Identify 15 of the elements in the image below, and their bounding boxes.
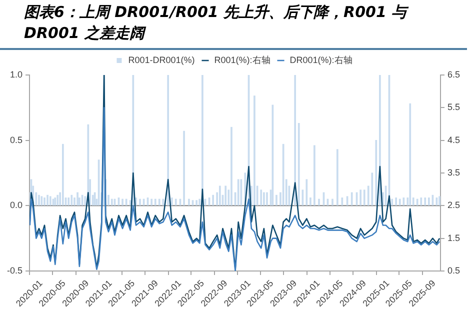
y2-tick-label: 4.5 xyxy=(447,134,460,145)
legend-label: R001(%):右轴 xyxy=(214,54,270,65)
y2-tick-label: 1.5 xyxy=(447,232,460,243)
legend-label: DR001(%):右轴 xyxy=(290,54,352,65)
y2-tick-label: 2.5 xyxy=(447,200,460,210)
y2-tick-label: 5.5 xyxy=(447,102,460,112)
y2-tick-label: 3.5 xyxy=(447,167,460,178)
legend-label: R001-DR001(%) xyxy=(128,54,195,65)
y2-tick-label: 6.5 xyxy=(447,69,460,80)
y-tick-label: 0.0 xyxy=(10,200,23,210)
y-tick-label: -0.5 xyxy=(6,265,23,276)
y-tick-label: 0.5 xyxy=(10,134,23,145)
y-tick-label: 1.0 xyxy=(10,69,23,80)
chart-title: 图表6：上周 DR001/R001 先上升、后下降，R001 与 DR001 之差走阔 xyxy=(0,0,467,50)
y2-tick-label: 0.5 xyxy=(447,265,460,276)
